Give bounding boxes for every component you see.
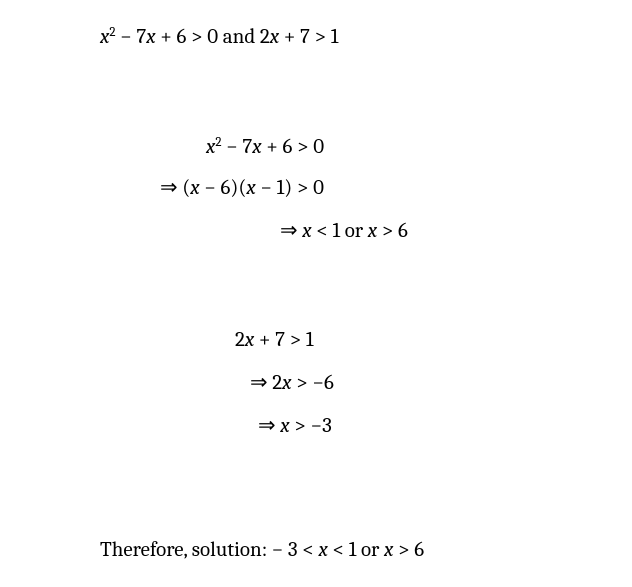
var-x: x [190, 176, 199, 200]
text: + 7 > 1 [254, 328, 313, 352]
math-document: x2 − 7x + 6 > 0 and 2x + 7 > 1 x2 − 7x +… [0, 0, 632, 587]
text: + 6 > 0 and 2 [156, 25, 270, 49]
step-linear-2: ⇒ 2x > −6 [250, 373, 334, 394]
step-quadratic: x2 − 7x + 6 > 0 [206, 135, 324, 158]
text: > 6 [377, 219, 408, 243]
exponent: 2 [215, 135, 221, 150]
var-x: x [368, 219, 377, 243]
text: 2 [235, 328, 245, 352]
var-x: x [384, 538, 393, 562]
text: > −3 [290, 414, 332, 438]
step-linear: 2x + 7 > 1 [235, 330, 314, 351]
var-x: x [245, 328, 254, 352]
text: Therefore, solution: − 3 < [100, 538, 318, 562]
var-x: x [302, 219, 311, 243]
text: < 1 or [328, 538, 384, 562]
text: > −6 [292, 371, 334, 395]
text: + 7 > 1 [279, 25, 338, 49]
text: ⇒ ( [160, 176, 190, 200]
text: < 1 or [312, 219, 368, 243]
text: > 6 [393, 538, 424, 562]
text: ⇒ [280, 219, 302, 243]
text: + 6 > 0 [262, 135, 324, 159]
final-solution: Therefore, solution: − 3 < x < 1 or x > … [100, 540, 424, 561]
text: − 6)( [200, 176, 247, 200]
text: − 7 [222, 135, 253, 159]
text: − 1) > 0 [256, 176, 324, 200]
var-x: x [270, 25, 279, 49]
var-x: x [252, 135, 261, 159]
text: ⇒ [258, 414, 280, 438]
var-x: x [206, 135, 215, 159]
step-linear-solution: ⇒ x > −3 [258, 416, 332, 437]
problem-statement: x2 − 7x + 6 > 0 and 2x + 7 > 1 [100, 25, 338, 48]
var-x: x [282, 371, 291, 395]
exponent: 2 [109, 25, 115, 40]
var-x: x [318, 538, 327, 562]
var-x: x [280, 414, 289, 438]
var-x: x [100, 25, 109, 49]
step-quad-solution: ⇒ x < 1 or x > 6 [280, 221, 408, 242]
step-factored: ⇒ (x − 6)(x − 1) > 0 [160, 178, 324, 199]
text: − 7 [116, 25, 147, 49]
var-x: x [246, 176, 255, 200]
var-x: x [146, 25, 155, 49]
text: ⇒ 2 [250, 371, 282, 395]
